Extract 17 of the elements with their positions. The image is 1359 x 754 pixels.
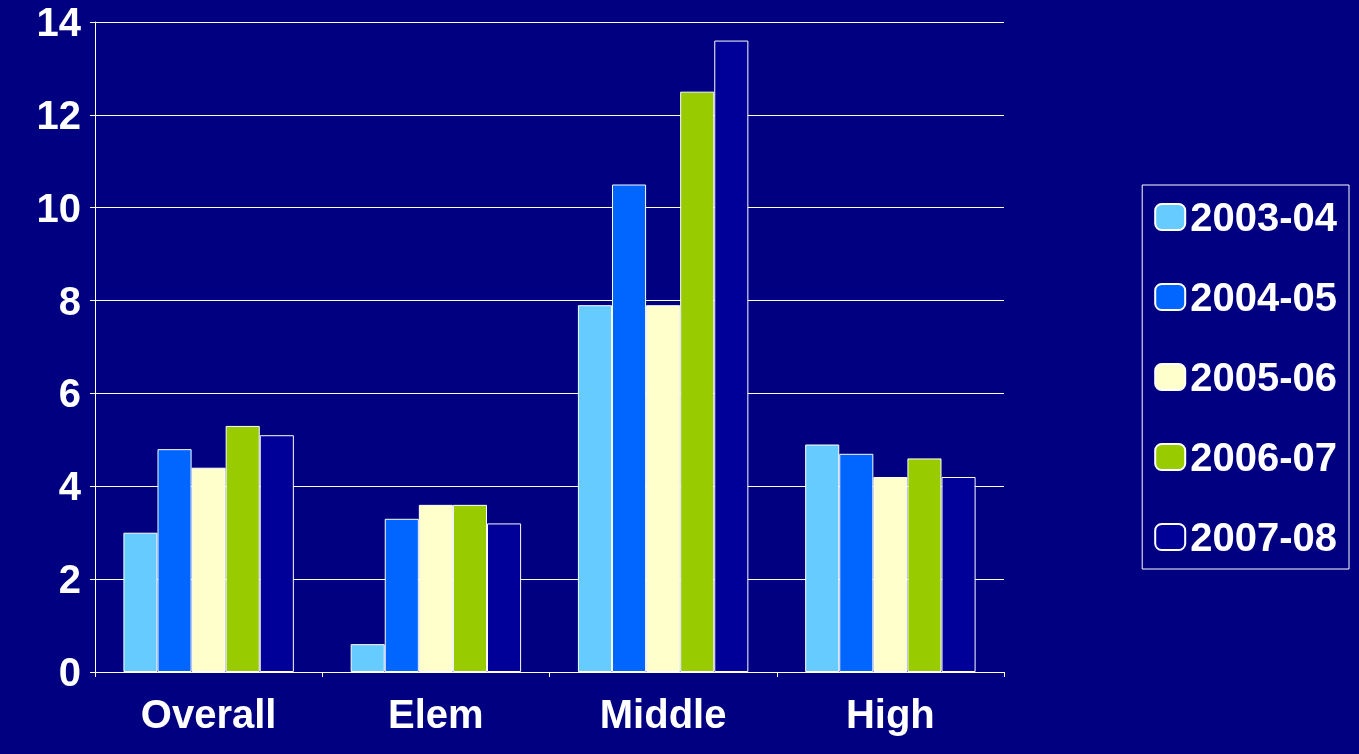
y-tick-label: 0 — [58, 650, 81, 694]
x-tick-label: Elem — [388, 692, 484, 736]
y-tick-label: 2 — [58, 557, 81, 602]
y-tick-label: 6 — [58, 371, 81, 416]
legend-label: 2005-06 — [1190, 355, 1337, 399]
legend-label: 2004-05 — [1190, 275, 1337, 319]
y-tick-label: 10 — [36, 185, 81, 230]
x-tick-label: Overall — [140, 692, 277, 736]
legend-label: 2006-07 — [1190, 435, 1337, 479]
legend-label: 2003-04 — [1190, 195, 1338, 239]
x-tick-label: High — [845, 692, 935, 736]
y-tick-label: 14 — [36, 0, 82, 44]
legend-label: 2007-08 — [1190, 515, 1337, 559]
x-tick-label: Middle — [599, 692, 727, 736]
y-tick-label: 4 — [58, 464, 82, 509]
y-tick-label: 8 — [58, 278, 81, 323]
y-tick-label: 12 — [36, 92, 81, 137]
